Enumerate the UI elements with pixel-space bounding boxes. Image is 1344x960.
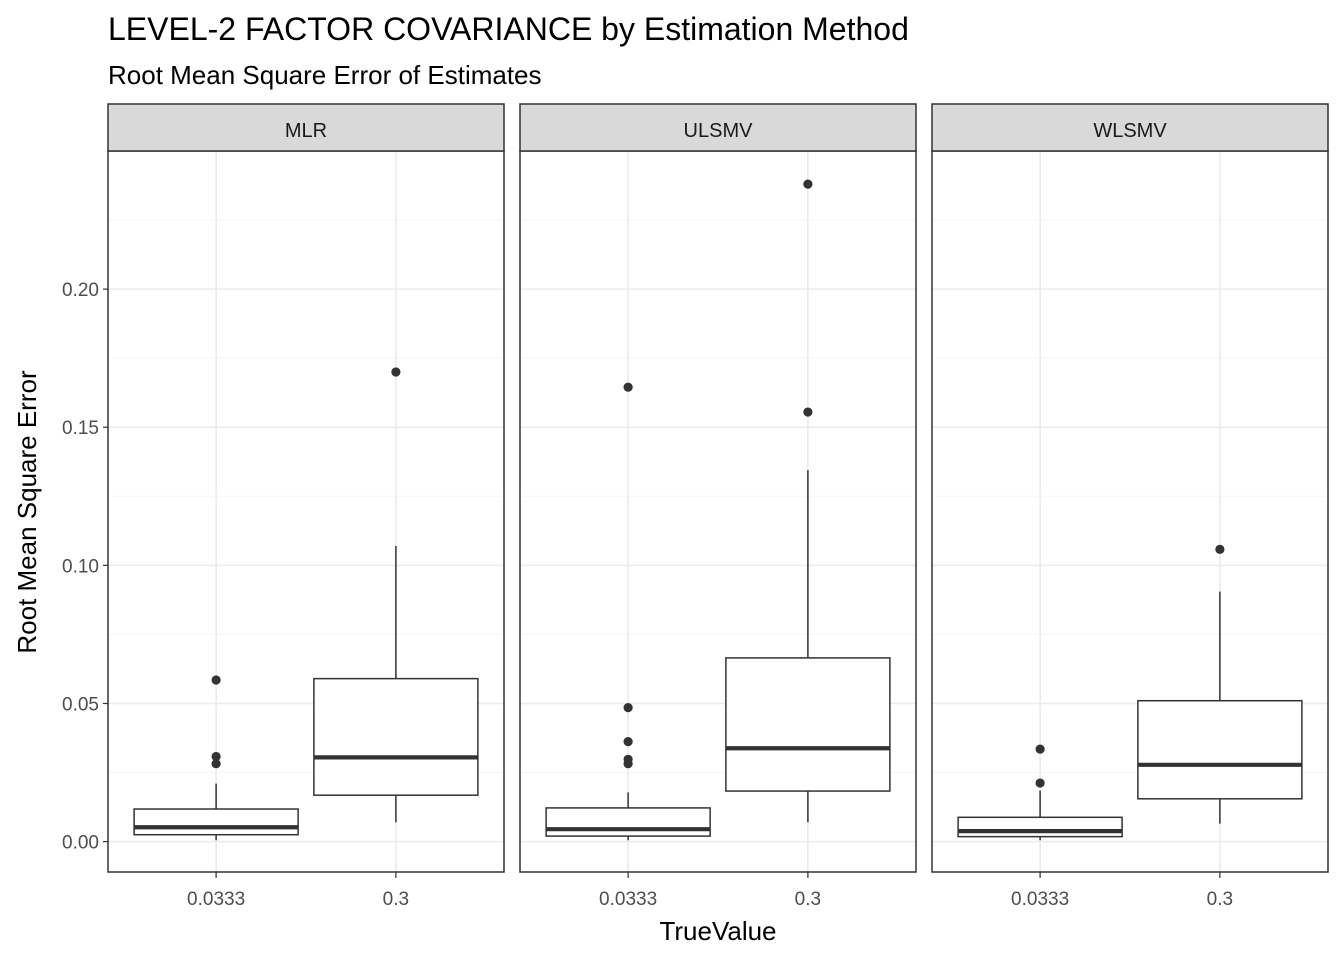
box-wlsmv-0.3 [1137, 544, 1303, 824]
y-axis: 0.00 0.05 0.10 0.15 0.20 [62, 280, 108, 854]
y-tick-label: 0.10 [62, 556, 99, 577]
y-axis-title: Root Mean Square Error [12, 370, 42, 654]
outlier-point [803, 179, 813, 189]
outlier-point [1035, 778, 1045, 788]
x-tick-label: 0.3 [795, 889, 821, 910]
outlier-point [211, 675, 221, 685]
chart-subtitle: Root Mean Square Error of Estimates [108, 60, 542, 90]
outlier-point [623, 759, 633, 769]
outlier-point [623, 703, 633, 713]
y-tick-label: 0.20 [62, 280, 99, 301]
facet-panel-ulsmv: ULSMV 0.0333 0.3 [519, 103, 917, 910]
y-tick-label: 0.05 [62, 694, 99, 715]
box-ulsmv-0.0333 [545, 382, 711, 841]
strip-background [107, 103, 505, 152]
x-tick-label: 0.0333 [187, 889, 245, 910]
strip-background [519, 103, 917, 152]
outlier-point [391, 367, 401, 377]
box-iqr [725, 657, 891, 792]
box-iqr [545, 807, 711, 837]
strip-label: WLSMV [1093, 120, 1167, 142]
outlier-point [211, 751, 221, 762]
strip-label: ULSMV [684, 120, 754, 142]
facet-panel-mlr: MLR 0.0333 0.3 [107, 103, 505, 910]
x-axis-title: TrueValue [659, 916, 776, 946]
x-tick-label: 0.3 [383, 889, 409, 910]
facet-panel-wlsmv: WLSMV 0.0333 0.3 [931, 103, 1329, 910]
outlier-point [623, 737, 633, 747]
box-iqr [313, 677, 479, 796]
outlier-point [1035, 744, 1045, 754]
outlier-point [1215, 544, 1225, 554]
box-iqr [957, 816, 1123, 838]
x-tick-label: 0.3 [1207, 889, 1233, 910]
chart-title: LEVEL-2 FACTOR COVARIANCE by Estimation … [108, 11, 909, 47]
box-iqr [1137, 699, 1303, 800]
facet-panels: MLR 0.0333 0.3 ULSMV 0.0333 0.3 WLSMV 0.0333 0.3 [107, 103, 1329, 910]
y-tick-label: 0.00 [62, 833, 99, 854]
y-tick-label: 0.15 [62, 418, 99, 439]
box-mlr-0.0333 [133, 675, 299, 841]
outlier-point [623, 382, 633, 392]
strip-label: MLR [285, 120, 327, 142]
box-ulsmv-0.3 [725, 179, 891, 823]
box-wlsmv-0.0333 [957, 744, 1123, 841]
x-tick-label: 0.0333 [1011, 889, 1069, 910]
box-iqr [133, 808, 299, 836]
strip-background [931, 103, 1329, 152]
box-mlr-0.3 [313, 367, 479, 823]
outlier-point [211, 759, 221, 769]
outlier-point [803, 407, 813, 417]
x-tick-label: 0.0333 [599, 889, 657, 910]
